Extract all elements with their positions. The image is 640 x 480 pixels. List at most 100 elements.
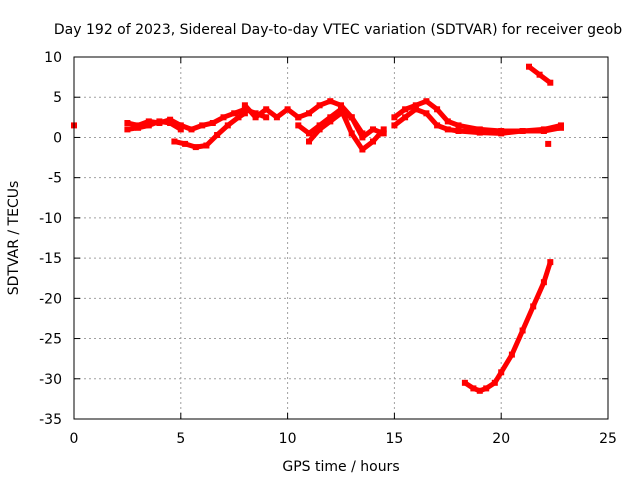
data-point [558, 124, 564, 131]
data-point [252, 114, 259, 121]
data-point [156, 118, 163, 125]
data-point [476, 387, 483, 394]
data-point [224, 122, 231, 129]
data-point [306, 130, 312, 137]
data-point [241, 102, 248, 109]
series-12 [461, 259, 554, 394]
data-point [348, 130, 355, 137]
data-point [359, 134, 366, 141]
data-point [295, 122, 302, 129]
y-tick-label: -25 [39, 332, 62, 348]
axis-ticks: 0 5 10 15 20 25 10 5 0 -5 -10 -15 -20 -25 -30 -35 [39, 50, 617, 447]
data-point [476, 126, 483, 133]
x-tick-label: 20 [492, 431, 510, 447]
data-point [231, 110, 238, 117]
data-point [209, 120, 216, 126]
data-point [263, 106, 270, 113]
data-point [199, 122, 206, 129]
data-point [461, 379, 468, 386]
data-point [284, 106, 291, 113]
data-point [316, 122, 323, 129]
data-point [545, 140, 552, 147]
data-point [491, 379, 498, 386]
data-point [124, 126, 131, 133]
data-point [177, 122, 184, 129]
data-point [182, 140, 189, 147]
data-point [547, 79, 554, 86]
y-tick-label: -15 [39, 251, 62, 267]
data-point [391, 114, 398, 121]
chart-title: Day 192 of 2023, Sidereal Day-to-day VTE… [54, 22, 622, 38]
data-point [145, 122, 152, 129]
data-point [338, 102, 344, 109]
data-point [380, 126, 387, 133]
data-point [455, 122, 462, 129]
series-4 [241, 102, 302, 121]
series-line [462, 259, 553, 394]
x-tick-label: 15 [385, 431, 403, 447]
y-tick-label: -5 [48, 171, 62, 187]
series-9 [391, 106, 564, 137]
data-point [444, 126, 451, 133]
data-point [423, 98, 430, 105]
series-11 [545, 140, 552, 147]
data-point [171, 138, 178, 145]
data-point [370, 126, 376, 133]
y-tick-label: 10 [44, 50, 62, 66]
data-point [530, 303, 537, 310]
data-point [508, 351, 515, 358]
data-point [145, 118, 152, 125]
data-point [192, 144, 199, 151]
x-tick-label: 25 [599, 431, 617, 447]
data-point [241, 110, 248, 117]
data-point [327, 114, 334, 121]
data-point [177, 126, 184, 133]
data-point [519, 128, 526, 134]
data-point [498, 130, 505, 137]
data-point [402, 106, 409, 113]
series-1 [124, 106, 270, 133]
data-point [498, 369, 505, 376]
data-point [338, 106, 344, 113]
x-tick-label: 10 [279, 431, 297, 447]
data-point [423, 110, 430, 117]
data-point [338, 110, 344, 117]
data-point [135, 124, 142, 131]
data-point [241, 106, 248, 113]
data-point [540, 128, 547, 134]
y-tick-label: -30 [39, 372, 62, 388]
data-point [434, 122, 441, 129]
data-point [536, 71, 543, 78]
data-point [412, 102, 419, 109]
data-point [316, 102, 323, 109]
data-point [306, 138, 312, 145]
x-tick-label: 0 [70, 431, 79, 447]
series-3 [171, 110, 248, 151]
data-series [71, 63, 564, 394]
y-tick-label: 0 [53, 130, 62, 146]
data-point [306, 110, 312, 117]
x-tick-label: 5 [176, 431, 185, 447]
y-axis-label: SDTVAR / TECUs [6, 181, 22, 296]
data-point [252, 110, 259, 117]
y-tick-label: 5 [53, 90, 62, 106]
data-point [235, 114, 242, 121]
data-point [470, 385, 477, 392]
data-point [434, 106, 441, 113]
data-point [188, 126, 195, 133]
series-7 [306, 110, 387, 145]
data-point [316, 126, 323, 133]
data-point [167, 116, 174, 123]
data-point [203, 142, 210, 149]
y-tick-label: -20 [39, 291, 62, 307]
data-point [167, 120, 174, 126]
y-tick-label: -10 [39, 211, 62, 227]
y-tick-label: -35 [39, 412, 62, 428]
data-point [412, 106, 419, 113]
data-point [540, 279, 547, 286]
data-point [444, 118, 451, 125]
data-point [547, 259, 554, 266]
data-point [519, 327, 526, 334]
data-point [455, 128, 462, 134]
